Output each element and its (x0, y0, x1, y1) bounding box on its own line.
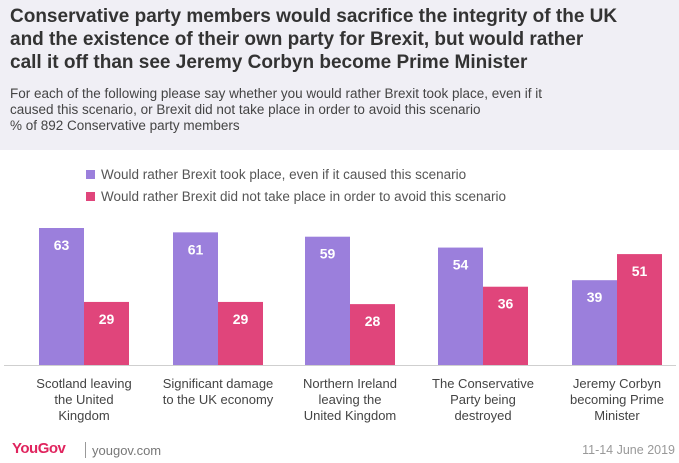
category-label-line: United Kingdom (303, 408, 397, 423)
category-label-line: The Conservative (432, 376, 534, 391)
legend-item-did-not-take-place: Would rather Brexit did not take place i… (86, 185, 506, 207)
legend-label-did-not-take-place: Would rather Brexit did not take place i… (101, 188, 506, 204)
bar-northern-ireland-leaving-the-united-kingdom-series-0 (305, 236, 350, 365)
bar-jeremy-corbyn-becoming-prime-minister-series-0 (572, 280, 617, 365)
bar-jeremy-corbyn-becoming-prime-minister-series-1 (617, 254, 662, 365)
data-label-northern-ireland-leaving-the-united-kingdom-series-0: 59 (320, 246, 336, 262)
subtitle-line-1: For each of the following please say whe… (10, 86, 543, 101)
bar-the-conservative-party-being-destroyed-series-0 (438, 247, 483, 365)
category-label-scotland-leaving-the-united-kingdom: Scotland leaving the United Kingdom (22, 376, 146, 424)
footer-site: yougov.com (92, 443, 162, 458)
bar-northern-ireland-leaving-the-united-kingdom-series-1 (350, 304, 395, 365)
subtitle-line-3: % of 892 Conservative party members (10, 118, 240, 133)
legend-swatch-did-not-take-place (86, 191, 95, 201)
bar-the-conservative-party-being-destroyed-series-1 (483, 286, 528, 365)
category-label-the-conservative-party-being-destroyed: The Conservative Party being destroyed (421, 376, 545, 424)
bar-scotland-leaving-the-united-kingdom-series-1 (84, 301, 129, 365)
subtitle-line-2: caused this scenario, or Brexit did not … (10, 102, 481, 117)
category-label-line: Scotland leaving (36, 376, 132, 391)
chart-title: Conservative party members would sacrifi… (10, 5, 676, 74)
data-label-jeremy-corbyn-becoming-prime-minister-series-0: 39 (587, 289, 603, 305)
data-label-northern-ireland-leaving-the-united-kingdom-series-1: 28 (365, 313, 381, 329)
chart-legend: Would rather Brexit took place, even if … (86, 163, 506, 207)
data-label-the-conservative-party-being-destroyed-series-0: 54 (453, 257, 469, 273)
category-label-line: leaving the (318, 392, 382, 407)
yougov-logo: YouGov (12, 440, 66, 457)
category-label-line: Significant damage (162, 376, 274, 391)
data-label-significant-damage-to-the-uk-economy-series-0: 61 (188, 241, 204, 257)
category-label-line: the United (54, 392, 114, 407)
footer-divider (85, 442, 86, 458)
bar-significant-damage-to-the-uk-economy-series-1 (218, 301, 263, 365)
category-label-line: Party being (450, 392, 516, 407)
data-label-the-conservative-party-being-destroyed-series-1: 36 (498, 296, 514, 312)
data-label-significant-damage-to-the-uk-economy-series-1: 29 (233, 311, 249, 327)
category-label-line: Jeremy Corbyn (572, 376, 662, 391)
category-label-line: Northern Ireland (303, 376, 397, 391)
title-line-1: Conservative party members would sacrifi… (10, 6, 618, 27)
category-label-line: destroyed (454, 408, 512, 423)
legend-swatch-took-place (86, 169, 95, 179)
category-label-line: Minister (594, 408, 640, 423)
category-label-significant-damage-to-the-uk-economy: Significant damage to the UK economy (156, 376, 280, 408)
title-line-2: and the existence of their own party for… (10, 29, 584, 50)
legend-item-took-place: Would rather Brexit took place, even if … (86, 163, 506, 185)
category-label-northern-ireland-leaving-the-united-kingdom: Northern Ireland leaving the United Kingdo… (288, 376, 412, 424)
data-label-jeremy-corbyn-becoming-prime-minister-series-1: 51 (632, 263, 648, 279)
bar-significant-damage-to-the-uk-economy-series-0 (173, 232, 218, 365)
survey-date: 11-14 June 2019 (582, 443, 675, 457)
chart-subtitle: For each of the following please say whe… (10, 86, 676, 134)
title-line-3: call it off than see Jeremy Corbyn becom… (10, 52, 528, 73)
data-label-scotland-leaving-the-united-kingdom-series-1: 29 (99, 311, 115, 327)
data-label-scotland-leaving-the-united-kingdom-series-0: 63 (54, 237, 70, 253)
bar-chart: 63 29 61 29 59 28 54 36 39 51 (4, 228, 676, 366)
bar-scotland-leaving-the-united-kingdom-series-0 (39, 228, 84, 365)
category-label-jeremy-corbyn-becoming-prime-minister: Jeremy Corbyn becoming Prime Minister (555, 376, 679, 424)
category-label-line: Kingdom (58, 408, 110, 423)
header-band (0, 0, 679, 150)
category-label-line: becoming Prime (570, 392, 664, 407)
legend-label-took-place: Would rather Brexit took place, even if … (101, 166, 467, 182)
category-label-line: to the UK economy (162, 392, 274, 407)
